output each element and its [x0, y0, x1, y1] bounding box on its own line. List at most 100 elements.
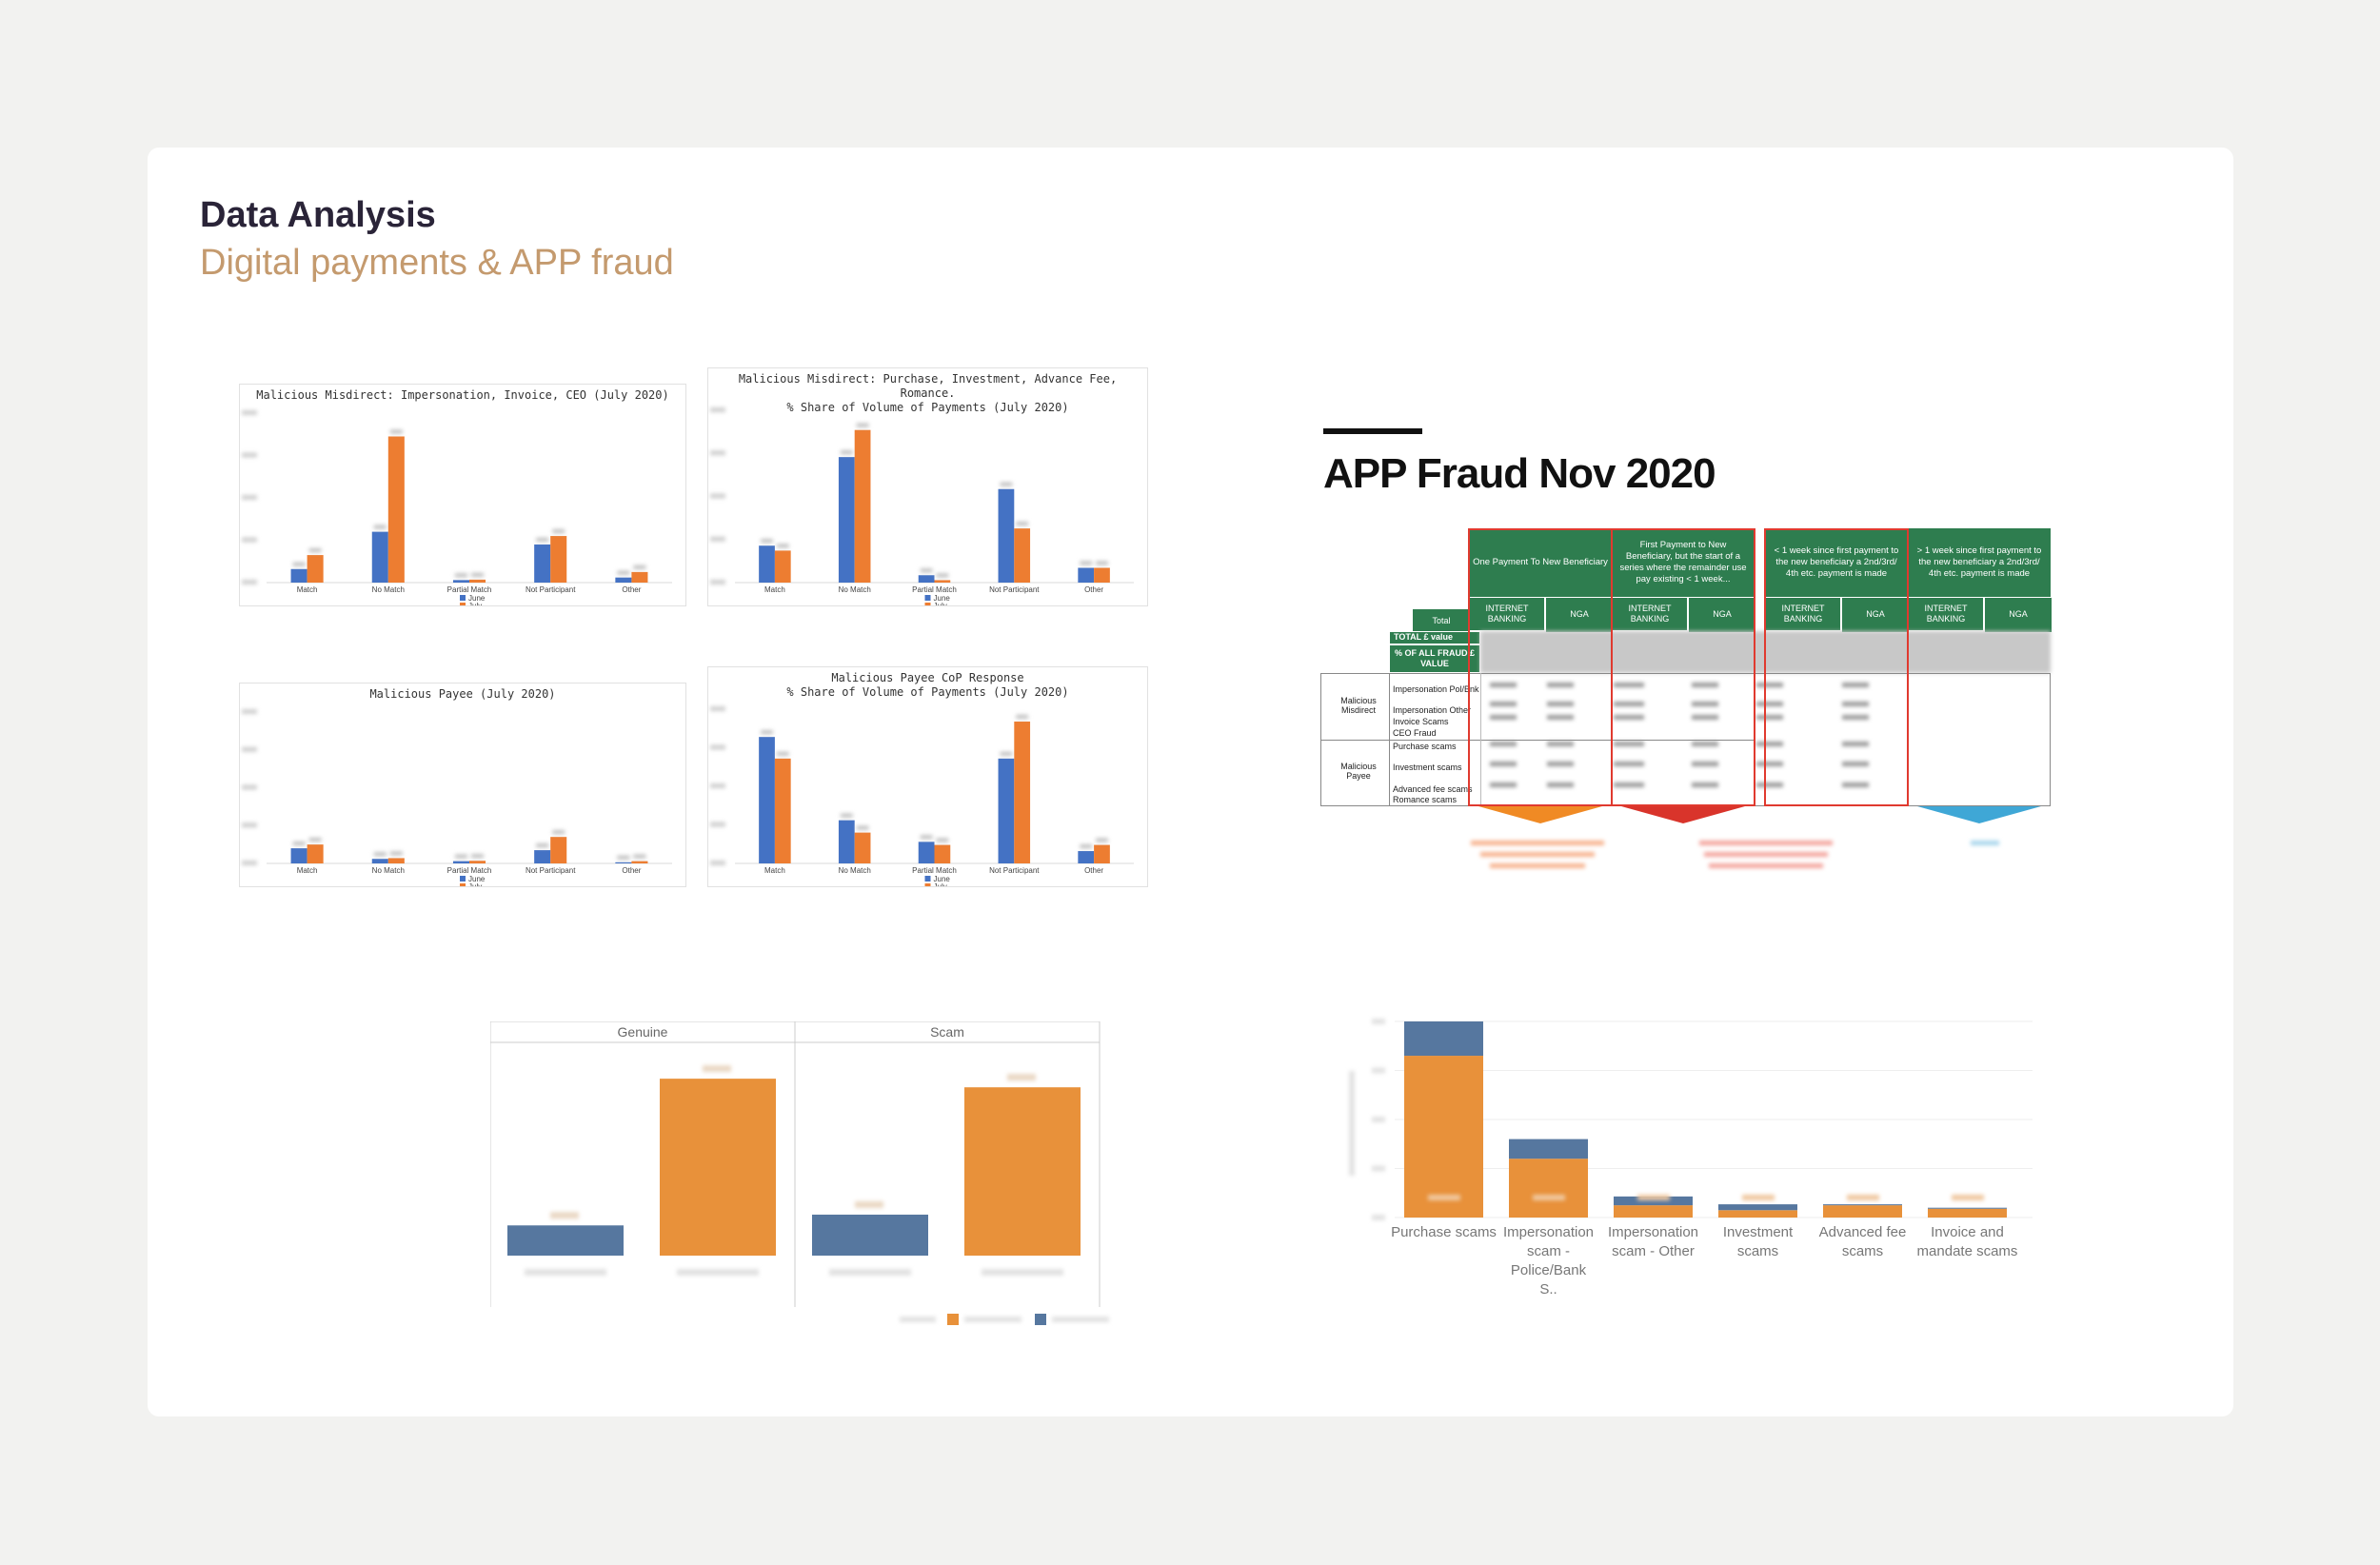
data-label [1000, 751, 1013, 756]
page-title: Data Analysis [200, 195, 436, 235]
x-tick-label: Advanced fee [1819, 1224, 1907, 1240]
x-tick-label: Impersonation [1503, 1224, 1594, 1240]
y-axis-label [1349, 1071, 1355, 1176]
data-label [936, 573, 949, 578]
bar-positive [1509, 1139, 1588, 1159]
bar-july [934, 844, 951, 863]
data-label [471, 572, 485, 577]
arrow-blue-icon [1917, 806, 2041, 823]
legend-label: July [934, 882, 947, 886]
arrow-captions-blurred [1471, 841, 1999, 868]
y-tick-label [242, 709, 257, 714]
data-label [536, 843, 549, 848]
legend-swatch [924, 595, 931, 601]
legend-label: June [468, 594, 486, 603]
data-label [920, 835, 933, 840]
bar-july [1094, 567, 1110, 583]
legend-label: June [934, 594, 951, 603]
bar-june [998, 758, 1015, 863]
bar-june [534, 544, 551, 583]
group-label-misdirect: Malicious Misdirect [1340, 696, 1377, 715]
y-tick-label [242, 580, 257, 584]
x-tick-label [677, 1269, 759, 1276]
bar-june [371, 531, 388, 583]
bar-june [452, 861, 469, 863]
x-tick-label: scam - [1527, 1243, 1570, 1259]
data-label [308, 548, 322, 553]
y-tick-label [710, 783, 725, 788]
y-tick-label [710, 744, 725, 750]
x-tick-label: Match [297, 585, 318, 594]
data-label [1533, 1195, 1565, 1200]
data-label [454, 573, 467, 578]
data-label [373, 852, 387, 857]
data-label [1428, 1195, 1460, 1200]
row-invoice-scams: Invoice Scams [1393, 717, 1449, 726]
data-label [840, 450, 853, 455]
x-tick-label: Match [297, 866, 318, 875]
x-tick-label: No Match [839, 585, 871, 594]
y-tick-label [242, 784, 257, 790]
data-label [471, 854, 485, 859]
bar-july [774, 758, 791, 863]
y-tick-label [1372, 1019, 1385, 1024]
app-fraud-table-wrap: One Payment To New Beneficiary First Pay… [1320, 528, 2149, 823]
bar-june [918, 842, 935, 863]
legend-label: July [468, 602, 482, 605]
x-tick-label: scams [1737, 1243, 1778, 1259]
highlight-first-payment [1611, 528, 1755, 806]
x-tick-label: S.. [1539, 1281, 1557, 1298]
data-label [1847, 1195, 1879, 1200]
y-tick-label [242, 537, 257, 543]
chart-svg: Match No Match Partial Match Not Participan… [242, 709, 672, 891]
col-total: Total [1412, 608, 1471, 633]
y-tick-label [710, 407, 725, 412]
bar-july [387, 858, 405, 863]
data-label [1007, 1074, 1036, 1081]
legend-swatch [924, 883, 931, 889]
y-tick-label [242, 746, 257, 752]
legend-swatch [460, 876, 466, 882]
highlight-lt-1-week [1764, 528, 1909, 806]
x-tick-label: Other [622, 585, 641, 594]
data-label [1080, 844, 1093, 849]
bar-positive [1928, 1207, 2007, 1209]
bar-july [307, 844, 324, 863]
x-tick-label: Impersonation [1608, 1224, 1698, 1240]
group-divider [1320, 740, 1755, 741]
col-header-lt-1-week: < 1 week since first payment to the new … [1765, 528, 1908, 597]
data-label [1080, 561, 1093, 565]
col-ib-2: INTERNET BANKING [1612, 597, 1688, 631]
col-ib-3: INTERNET BANKING [1765, 597, 1841, 631]
x-tick-label: Partial Match [447, 866, 492, 875]
x-tick-label: Partial Match [912, 585, 957, 594]
bar-june [290, 568, 307, 583]
bar-negative [1718, 1210, 1797, 1218]
x-tick-label [525, 1269, 606, 1276]
bar-june [534, 850, 551, 863]
label-col-divider [1480, 673, 1481, 806]
data-label [856, 423, 869, 427]
data-label [389, 429, 403, 434]
chart-title: Malicious Misdirect: Purchase, Investmen… [738, 372, 1118, 414]
chart-svg: Match No Match Partial Match Not Participan… [710, 407, 1134, 610]
legend-swatch [924, 876, 931, 882]
x-tick-label: Purchase scams [1391, 1224, 1497, 1240]
chart-svg: Match No Match Partial Match Not Participan… [710, 706, 1134, 891]
x-tick-label: No Match [372, 585, 405, 594]
bar-june [1078, 567, 1095, 583]
y-tick-label [242, 410, 257, 415]
bar-june [998, 488, 1015, 583]
bar-june [918, 575, 935, 583]
data-label [373, 525, 387, 529]
data-label [292, 562, 306, 566]
y-tick-label [1372, 1215, 1385, 1220]
row-total-value: TOTAL £ value [1389, 631, 1480, 644]
data-label [617, 570, 630, 575]
y-tick-label [710, 450, 725, 456]
data-label [1742, 1195, 1775, 1200]
data-label [761, 539, 773, 544]
col-ib-1: INTERNET BANKING [1469, 597, 1545, 631]
x-tick-label: Not Participant [989, 866, 1040, 875]
data-label [856, 825, 869, 830]
